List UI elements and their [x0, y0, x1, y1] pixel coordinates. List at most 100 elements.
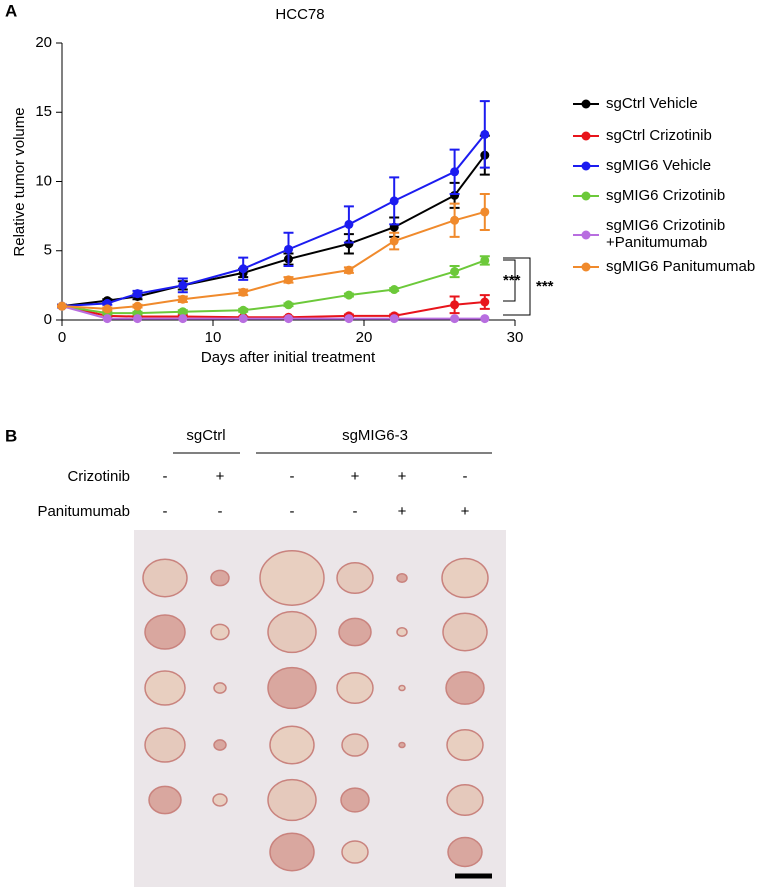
data-point: [102, 304, 112, 314]
error-bar: [479, 192, 490, 231]
y-tick-label: 5: [44, 242, 52, 259]
treatment-sign: +: [398, 503, 407, 520]
row-label: Panitumumab: [37, 503, 130, 520]
group-label: sgMIG6-3: [342, 427, 408, 444]
significance-bracket: [503, 259, 516, 302]
legend-label: sgMIG6 Crizotinib: [606, 187, 726, 204]
error-bar: [479, 100, 490, 169]
tumor: [341, 840, 369, 864]
tumor: [446, 728, 484, 762]
tumor: [447, 836, 483, 868]
tumor: [336, 561, 374, 595]
treatment-sign: +: [461, 503, 470, 520]
data-point: [450, 300, 460, 310]
data-point: [344, 290, 354, 300]
data-point: [344, 265, 354, 275]
treatment-sign: -: [163, 503, 168, 520]
data-point: [389, 285, 399, 295]
data-point: [238, 287, 248, 297]
tumor: [144, 614, 186, 650]
legend-label: sgMIG6 Vehicle: [606, 157, 712, 174]
series-line: [61, 259, 486, 315]
data-point: [178, 307, 188, 317]
data-point: [102, 314, 112, 324]
error-bar: [238, 256, 249, 281]
x-axis-label: Days after initial treatment: [201, 349, 376, 366]
error-bar: [343, 205, 354, 244]
data-point: [344, 219, 354, 229]
treatment-sign: +: [216, 468, 225, 485]
data-point: [480, 255, 490, 265]
data-point: [450, 267, 460, 277]
legend-marker: [581, 230, 591, 240]
error-bar: [449, 202, 460, 238]
series-line: [61, 211, 486, 310]
y-tick-label: 0: [44, 311, 52, 328]
series-line: [61, 133, 486, 308]
panel-label: A: [5, 1, 17, 20]
tumor: [259, 550, 325, 606]
data-point: [389, 314, 399, 324]
tumor: [144, 670, 186, 706]
series-line: [61, 305, 485, 320]
tumor: [144, 727, 186, 763]
y-axis-label: Relative tumor volume: [11, 107, 28, 256]
treatment-sign: -: [218, 503, 223, 520]
tumor-photo-contents: [142, 550, 489, 872]
y-tick-label: 10: [35, 172, 52, 189]
annotation: ***: [503, 272, 521, 289]
data-point: [284, 275, 293, 285]
legend-marker: [581, 161, 591, 171]
tumor: [336, 671, 374, 705]
data-point: [284, 300, 293, 310]
treatment-sign: -: [290, 503, 295, 520]
treatment-sign: +: [351, 468, 360, 485]
data-point: [284, 244, 293, 254]
tumor: [446, 783, 484, 817]
panel-label: B: [5, 426, 17, 445]
data-point: [238, 305, 248, 315]
legend-label: sgMIG6 Crizotinib +Panitumumab: [606, 217, 726, 251]
tumor: [142, 558, 188, 598]
y-tick-label: 15: [35, 103, 52, 120]
data-point: [389, 236, 399, 246]
data-point: [344, 314, 354, 324]
data-point: [178, 280, 188, 290]
treatment-sign: -: [463, 468, 468, 485]
legend-label: sgMIG6 Panitumumab: [606, 258, 756, 275]
tumor: [398, 741, 406, 749]
legend-marker: [581, 191, 591, 201]
data-point: [450, 215, 460, 225]
error-bar: [283, 231, 294, 267]
tumor: [341, 733, 369, 757]
data-point: [133, 314, 142, 324]
tumor: [148, 785, 182, 815]
tumor: [213, 739, 227, 751]
tumor: [442, 612, 488, 652]
group-label: sgCtrl: [186, 427, 225, 444]
legend-label: sgCtrl Vehicle: [606, 95, 698, 112]
tumor: [210, 569, 230, 587]
legend-marker: [581, 99, 591, 109]
data-point: [389, 196, 399, 206]
data-point: [480, 129, 490, 139]
x-tick-label: 0: [58, 329, 66, 346]
tumor: [267, 778, 317, 822]
data-point: [238, 314, 248, 324]
y-tick-label: 20: [35, 34, 52, 51]
error-bar: [449, 148, 460, 195]
data-point: [178, 294, 188, 304]
data-point: [480, 314, 490, 324]
tumor: [396, 573, 408, 583]
chart-title: HCC78: [275, 6, 324, 23]
tumor: [269, 725, 315, 765]
data-point: [238, 264, 248, 274]
tumor: [441, 557, 489, 599]
data-point: [480, 207, 490, 217]
data-point: [284, 314, 293, 324]
data-point: [133, 289, 142, 299]
annotation: ***: [536, 278, 554, 295]
tumor: [210, 623, 230, 641]
